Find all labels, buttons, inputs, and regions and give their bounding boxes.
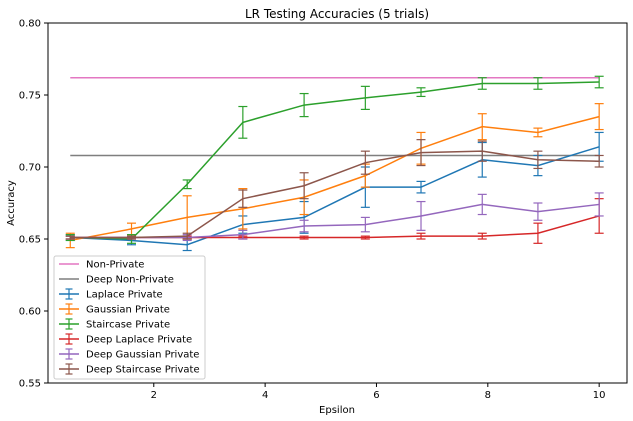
error-bar-5-1	[127, 235, 137, 240]
legend-item-0: Non-Private	[59, 260, 144, 271]
error-bar-2-8	[533, 77, 543, 90]
axes-frame	[47, 22, 628, 384]
legend-item-6: Deep Gaussian Private	[59, 348, 199, 361]
series-line-5	[70, 150, 600, 239]
error-bar-4-9	[594, 192, 604, 217]
error-bar-5-6	[416, 139, 426, 167]
x-tick-label-1: 4	[262, 390, 268, 401]
error-bar-5-7	[477, 140, 487, 162]
series-0	[65, 131, 604, 252]
legend-item-3: Gaussian Private	[59, 303, 170, 316]
legend-label-3: Gaussian Private	[86, 305, 170, 316]
error-bar-5-2	[182, 232, 192, 240]
chart-title: LR Testing Accuracies (5 trials)	[245, 7, 429, 21]
error-bar-4-3	[238, 229, 248, 240]
legend-label-5: Deep Laplace Private	[86, 335, 192, 346]
error-bar-3-6	[416, 232, 426, 240]
y-tick-label-3: 0.70	[19, 163, 41, 174]
x-tick-label-0: 2	[151, 390, 157, 401]
y-tick-label-0: 0.55	[19, 379, 41, 390]
series-line-2	[70, 81, 600, 240]
series-5	[65, 139, 604, 240]
x-axis-label: Epsilon	[319, 405, 355, 416]
y-tick-label-1: 0.60	[19, 307, 41, 318]
series-line-1	[70, 115, 600, 242]
error-bar-1-8	[533, 127, 543, 138]
series-line-0	[70, 146, 600, 246]
error-bar-4-5	[360, 216, 370, 233]
error-bar-4-6	[416, 200, 426, 231]
legend-item-4: Staircase Private	[59, 318, 170, 331]
error-bar-5-0	[65, 235, 75, 240]
error-bar-5-4	[299, 172, 309, 200]
y-tick-label-5: 0.80	[19, 19, 41, 30]
error-bar-4-4	[299, 219, 309, 233]
error-bar-2-5	[360, 85, 370, 111]
y-tick-label-4: 0.75	[19, 91, 41, 102]
error-bar-5-9	[594, 154, 604, 168]
error-bar-2-6	[416, 87, 426, 98]
error-bar-2-3	[238, 105, 248, 139]
legend-label-4: Staircase Private	[86, 320, 170, 331]
error-bar-5-8	[533, 150, 543, 170]
error-bar-5-5	[360, 150, 370, 175]
error-bar-1-9	[594, 103, 604, 131]
y-tick-label-2: 0.65	[19, 235, 41, 246]
legend-box	[53, 255, 206, 380]
y-axis-label: Accuracy	[6, 180, 17, 226]
series-line-3	[70, 215, 600, 239]
error-bar-2-2	[182, 179, 192, 190]
x-tick-label-3: 8	[485, 390, 491, 401]
legend-item-2: Laplace Private	[59, 288, 163, 301]
legend-label-6: Deep Gaussian Private	[86, 350, 199, 361]
error-bar-3-8	[533, 222, 543, 244]
error-bar-0-6	[416, 180, 426, 194]
x-tick-label-2: 6	[373, 390, 379, 401]
error-bar-2-9	[594, 75, 604, 89]
error-bar-3-4	[299, 235, 309, 240]
error-bar-2-4	[299, 92, 309, 118]
legend-label-0: Non-Private	[86, 260, 144, 271]
legend: Non-Private Deep Non-Private Laplace Priva…	[53, 255, 206, 380]
error-bar-4-8	[533, 202, 543, 221]
error-bar-3-7	[477, 232, 487, 240]
legend-item-5: Deep Laplace Private	[59, 333, 192, 346]
legend-label-2: Laplace Private	[86, 290, 163, 301]
legend-label-7: Deep Staircase Private	[86, 365, 200, 376]
error-bar-5-3	[238, 189, 248, 208]
error-bar-2-7	[477, 77, 487, 90]
x-tick-label-4: 10	[593, 390, 606, 401]
plot-area: 2 4 6 8 10 0.55 0.60 0.65 0.70 0.75 0.80	[19, 19, 628, 401]
error-bar-4-7	[477, 193, 487, 216]
error-bar-3-5	[360, 235, 370, 240]
series-2	[65, 75, 604, 244]
legend-item-7: Deep Staircase Private	[59, 363, 200, 376]
legend-label-1: Deep Non-Private	[86, 275, 174, 286]
error-bar-1-7	[477, 113, 487, 141]
legend-item-1: Deep Non-Private	[59, 275, 174, 286]
